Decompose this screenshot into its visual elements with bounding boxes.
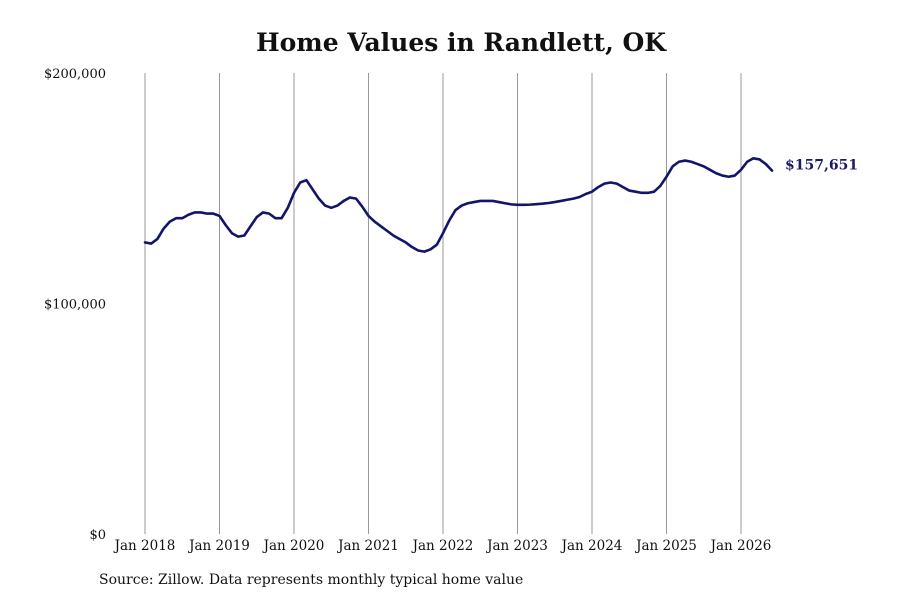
y-tick-label: $100,000 <box>44 298 106 313</box>
gridlines <box>144 73 742 534</box>
chart-title: Home Values in Randlett, OK <box>255 28 666 57</box>
y-axis-ticks: $0 $100,000 $200,000 <box>44 67 106 543</box>
home-value-line <box>143 156 774 253</box>
y-tick-label: $0 <box>89 528 106 543</box>
source-note: Source: Zillow. Data represents monthly … <box>99 572 524 588</box>
x-tick-label: Jan 2024 <box>560 538 623 554</box>
end-value-label: $157,651 <box>785 158 858 174</box>
x-tick-label: Jan 2019 <box>187 538 250 554</box>
x-tick-label: Jan 2018 <box>113 538 176 554</box>
y-tick-label: $200,000 <box>44 67 106 82</box>
x-tick-label: Jan 2025 <box>634 538 697 554</box>
x-tick-label: Jan 2020 <box>262 538 325 554</box>
x-tick-label: Jan 2026 <box>709 538 772 554</box>
x-tick-label: Jan 2021 <box>336 538 399 554</box>
x-axis-ticks: Jan 2018 Jan 2019 Jan 2020 Jan 2021 Jan 2022… <box>113 538 772 554</box>
x-tick-label: Jan 2022 <box>411 538 474 554</box>
x-tick-label: Jan 2023 <box>485 538 548 554</box>
